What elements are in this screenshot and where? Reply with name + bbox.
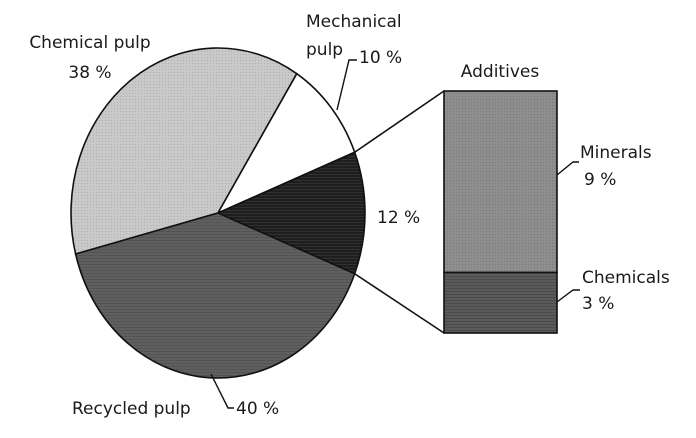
leader-mechanical-pulp: [336, 59, 357, 111]
label-mechanical-pulp-line2: pulp: [306, 40, 343, 60]
connector-line-bottom: [354, 273, 445, 334]
value-chemicals: 3 %: [582, 294, 614, 314]
breakdown-title: Additives: [461, 62, 540, 82]
slice-recycled-pulp: [74, 212, 356, 379]
label-chemicals: Chemicals: [582, 268, 670, 288]
leader-minerals: [556, 161, 579, 176]
label-chemical-pulp: Chemical pulp: [29, 33, 150, 53]
label-mechanical-pulp-line1: Mechanical: [306, 12, 402, 32]
label-recycled-pulp: Recycled pulp: [72, 399, 191, 419]
bar-segment-minerals: [443, 90, 558, 274]
slice-additives: [216, 151, 366, 275]
value-mechanical-pulp: 10 %: [359, 48, 402, 68]
slice-mechanical-pulp: [216, 72, 356, 215]
value-chemical-pulp: 38 %: [68, 63, 111, 83]
value-additives-slice: 12 %: [377, 208, 420, 228]
connector-line-top: [354, 90, 445, 153]
leader-chemicals: [556, 289, 580, 303]
bar-segment-chemicals: [443, 271, 558, 334]
label-minerals: Minerals: [580, 143, 652, 163]
value-recycled-pulp: 40 %: [236, 399, 279, 419]
value-minerals: 9 %: [584, 170, 616, 190]
leader-recycled-pulp: [210, 373, 234, 409]
slice-chemical-pulp: [70, 47, 298, 256]
